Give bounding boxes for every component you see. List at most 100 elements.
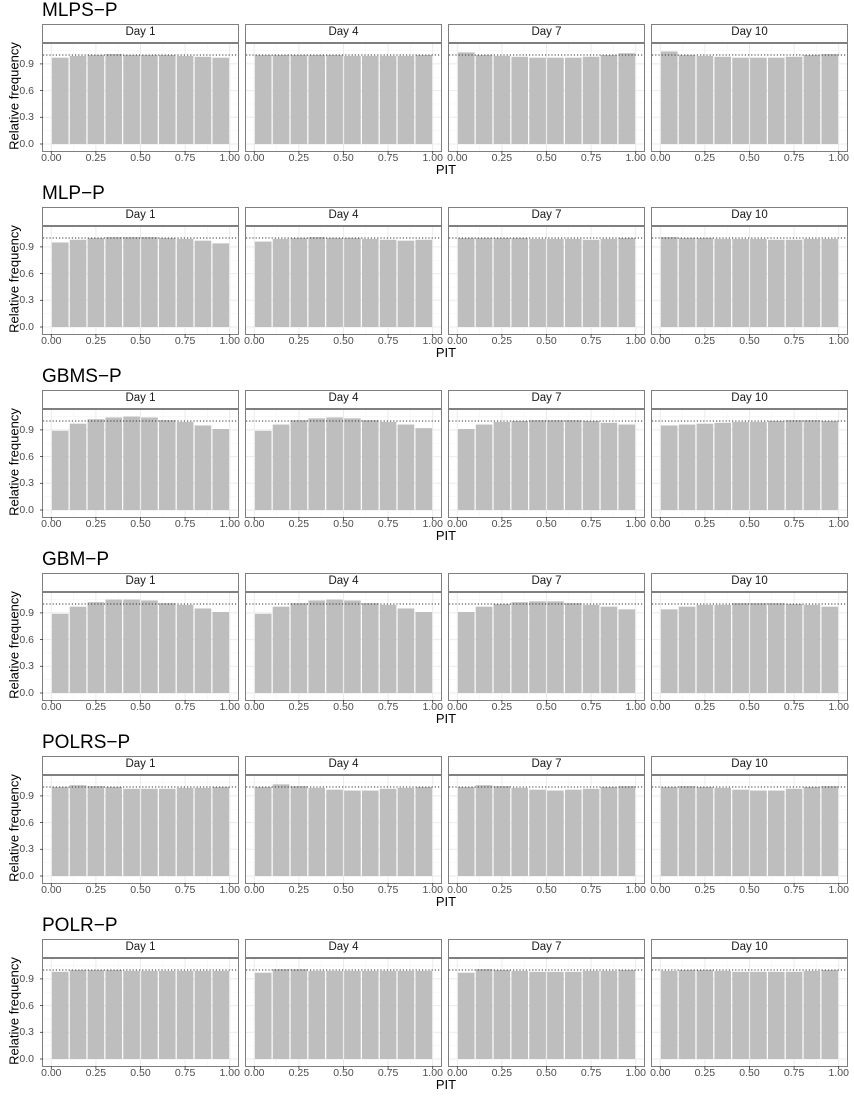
histogram-bar [732,238,749,327]
x-tick-label: 1.00 [625,335,646,347]
histogram-bar [732,971,749,1059]
histogram-bar [105,417,123,510]
histogram-bar [547,57,564,144]
histogram-bar [696,238,714,327]
facet-panel: Day 1 0.00 0.25 0.50 0.75 1.00 [40,390,240,530]
histogram-bar [397,787,415,876]
x-tick-label: 1.00 [828,335,849,347]
histogram-bar [696,787,714,876]
histogram-bar [785,788,803,876]
x-tick-label: 1.00 [219,1067,240,1079]
x-tick-label: 0.50 [739,335,760,347]
plot-area [651,775,848,886]
x-tick-label: 0.50 [130,701,151,713]
histogram-bar [344,600,361,693]
histogram-bar [272,784,290,876]
facet-strip: Day 10 [651,756,848,775]
histogram-bar [714,422,732,510]
plot-area [448,409,645,520]
histogram-svg [449,776,644,886]
x-tick-label: 0.50 [536,335,557,347]
histogram-bar [457,972,475,1059]
facet-strip-label: Day 1 [125,941,156,953]
histogram-bar [660,425,678,510]
row-title: GBMS−P [42,366,122,387]
plot-area [651,409,848,520]
plot-area [448,775,645,886]
histogram-svg [40,593,238,703]
facet-strip-label: Day 1 [125,209,156,221]
x-tick-label: 0.50 [130,518,151,530]
histogram-bar [397,55,415,144]
x-tick-label: 0.75 [783,884,805,896]
x-tick-label: 1.00 [828,1067,849,1079]
histogram-svg [449,959,644,1069]
facet-strip-label: Day 7 [531,392,562,404]
facet-strip: Day 10 [651,573,848,592]
facet-strip-label: Day 7 [531,758,562,770]
histogram-bar [290,603,308,693]
histogram-bar [344,55,361,144]
facet-strip-label: Day 1 [125,575,156,587]
plot-area [40,592,239,703]
histogram-bar [69,785,87,876]
plot-area [40,409,239,520]
histogram-bar [326,970,343,1059]
facet-strip: Day 4 [245,207,442,226]
x-tick-label: 1.00 [422,1067,443,1079]
histogram-svg [40,959,238,1069]
histogram-bar [600,606,618,693]
histogram-bar [344,970,361,1059]
x-tick-label: 0.75 [580,1067,602,1079]
histogram-bar [123,599,140,693]
x-tick-label: 0.75 [783,1067,805,1079]
facet-row: MLP−P Relative frequency PIT 0.0 0.3 0.6 0.9 Da… [0,183,854,366]
histogram-bar [564,603,582,693]
histogram-bar [475,969,493,1059]
histogram-bar [272,424,290,510]
facet-strip-label: Day 10 [731,26,768,38]
facet-panel: Day 1 0.00 0.25 0.50 0.75 1.00 [40,939,240,1079]
x-tick-label: 1.00 [422,884,443,896]
histogram-svg [449,44,644,154]
x-tick-label: 0.25 [694,1067,716,1079]
histogram-bar [361,238,379,327]
histogram-bar [397,424,415,510]
histogram-bar [618,970,636,1059]
y-tick-label: 0.6 [19,84,34,97]
y-tick-label: 0.9 [19,57,34,70]
histogram-bar [254,430,272,510]
histogram-bar [529,420,546,510]
histogram-bar [212,429,230,510]
facet-strip-label: Day 10 [731,392,768,404]
histogram-bar [600,238,618,327]
y-tick-label: 0.0 [19,687,34,699]
histogram-bar [618,609,636,693]
histogram-bar [87,419,105,510]
histogram-bar [308,418,326,510]
histogram-bar [600,55,618,144]
x-tick-label: 1.00 [828,884,849,896]
x-tick-label: 0.25 [288,701,310,713]
facet-panel: Day 1 0.00 0.25 0.50 0.75 1.00 [40,207,240,347]
facet-strip: Day 7 [448,756,645,775]
histogram-bar [511,787,529,876]
facet-strip: Day 4 [245,573,442,592]
x-tick-label: 0.75 [580,152,602,164]
histogram-bar [379,55,397,144]
x-tick-label: 1.00 [422,701,443,713]
histogram-bar [767,57,785,144]
x-tick-label: 0.25 [491,884,513,896]
histogram-bar [732,57,749,144]
histogram-bar [547,971,564,1059]
histogram-bar [415,55,433,144]
facet-strip: Day 7 [448,573,645,592]
facet-strip: Day 1 [42,573,239,592]
facet-strip: Day 4 [245,24,442,43]
x-tick-label: 1.00 [422,152,443,164]
y-tick-label: 0.3 [19,1026,34,1039]
y-tick-label: 0.3 [19,294,34,307]
histogram-bar [732,421,749,510]
y-tick-labels: 0.0 0.3 0.6 0.9 [0,573,38,700]
histogram-bar [714,56,732,144]
